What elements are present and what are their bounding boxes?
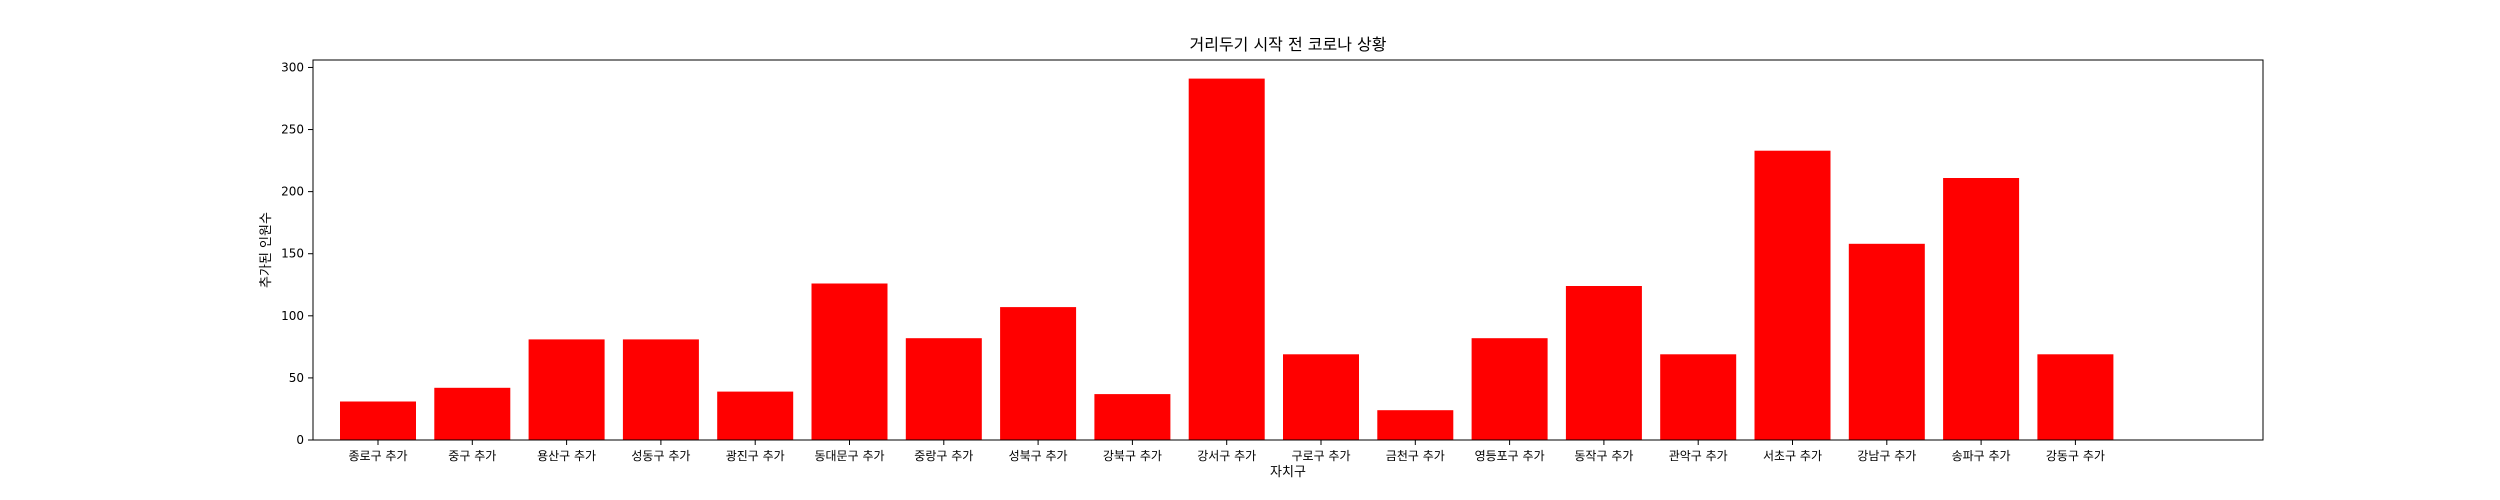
y-tick-label: 150 [281, 247, 304, 261]
x-tick-label: 금천구 추가 [1386, 448, 1445, 463]
bar [622, 339, 699, 440]
x-tick-label: 동작구 추가 [1574, 449, 1633, 463]
bars-group [340, 78, 2114, 440]
y-tick-label: 250 [281, 123, 304, 137]
y-tick-label: 0 [296, 433, 304, 447]
x-tick-label: 중랑구 추가 [914, 449, 973, 463]
bar [434, 387, 511, 440]
x-tick-label: 종로구 추가 [348, 449, 407, 463]
bar [1471, 338, 1548, 440]
x-tick-label: 성동구 추가 [631, 449, 690, 463]
bar [1094, 394, 1171, 440]
y-axis-label: 추가된 인원수 [259, 212, 274, 288]
bar [1283, 354, 1359, 440]
bar [1943, 178, 2020, 440]
x-tick-label: 구로구 추가 [1291, 449, 1350, 463]
bar [1848, 243, 1925, 440]
x-tick-label: 영등포구 추가 [1475, 449, 1545, 463]
bar [811, 283, 888, 440]
x-tick-label: 강동구 추가 [2046, 449, 2105, 463]
y-tick-label: 100 [281, 309, 304, 323]
bar [905, 338, 982, 440]
y-tick-label: 200 [281, 185, 304, 199]
x-tick-label: 강남구 추가 [1857, 449, 1916, 463]
y-tick-label: 300 [281, 60, 304, 74]
x-axis-ticks: 종로구 추가 중구 추가 용산구 추가 성동구 추가 광진구 추가 동대문구 추가 중랑구 … [348, 440, 2105, 463]
x-tick-label: 동대문구 추가 [814, 449, 884, 463]
bar [1660, 354, 1737, 440]
bar [717, 391, 794, 440]
chart-title: 거리두기 시작 전 코로나 상황 [1190, 35, 1387, 54]
bar [2037, 354, 2114, 440]
bar [1754, 150, 1831, 440]
x-tick-label: 성북구 추가 [1009, 449, 1068, 463]
x-tick-label: 광진구 추가 [726, 449, 785, 463]
bar [1000, 307, 1077, 440]
x-tick-label: 송파구 추가 [1952, 449, 2011, 463]
bar [1377, 410, 1454, 440]
bar [528, 339, 605, 440]
x-tick-label: 서초구 추가 [1763, 449, 1822, 463]
bar [1565, 286, 1642, 440]
bar [1188, 78, 1265, 440]
x-tick-label: 관악구 추가 [1669, 449, 1728, 463]
x-tick-label: 중구 추가 [448, 449, 496, 463]
bar [340, 401, 416, 440]
x-tick-label: 강북구 추가 [1103, 449, 1162, 463]
plot-frame [312, 59, 2264, 441]
y-axis-ticks: 0 50 100 150 200 250 300 [281, 60, 313, 447]
x-tick-label: 강서구 추가 [1197, 449, 1256, 463]
x-tick-label: 용산구 추가 [537, 449, 596, 463]
x-axis-label: 자치구 [1270, 465, 1306, 480]
y-tick-label: 50 [289, 371, 304, 385]
